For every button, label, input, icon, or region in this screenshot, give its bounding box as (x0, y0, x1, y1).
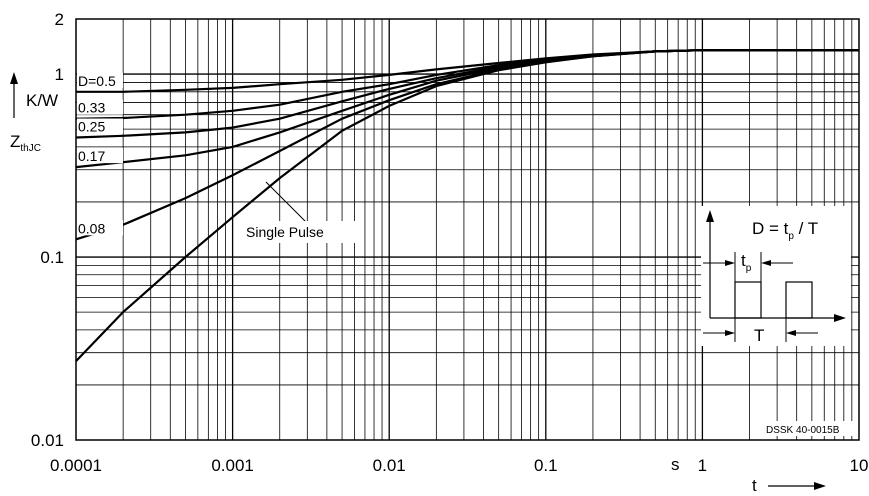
single-pulse-label: Single Pulse (246, 224, 324, 240)
series-labels: D=0.5 0.33 0.25 0.17 0.08 (77, 72, 123, 236)
y-tick-label: 1 (55, 65, 64, 84)
inset-tp-arrowhead-left (725, 260, 735, 266)
inset-formula-tail: / T (794, 219, 818, 238)
series-label: 0.33 (78, 100, 105, 116)
y-axis-label: K/W ZthJC (10, 72, 58, 154)
x-axis-arrow-head (814, 482, 826, 490)
y-tick-label: 2 (55, 10, 64, 29)
x-axis-symbol: t (752, 476, 757, 495)
inset-period-label: T (754, 326, 764, 345)
series-label-bg (77, 72, 123, 88)
x-axis-unit: s (671, 455, 680, 474)
inset-tp-sub: p (746, 263, 752, 274)
y-axis-symbol-main: Z (10, 132, 20, 151)
y-tick-label: 0.01 (31, 431, 64, 450)
series-label-bg (77, 220, 123, 236)
series-label-bg (77, 148, 123, 164)
x-tick-label: 10 (850, 456, 869, 475)
single-pulse-label-bg (240, 221, 364, 243)
curve-0-33 (75, 49, 859, 120)
inset-t-arrowhead-right (786, 330, 796, 336)
x-tick-label: 1 (698, 456, 707, 475)
inset-formula: D = tp / T (752, 219, 818, 242)
inset-y-arrow (706, 210, 714, 222)
x-tick-label: 0.0001 (50, 456, 102, 475)
curves (75, 49, 859, 362)
y-axis-unit: K/W (26, 91, 58, 110)
curve-single-pulse (75, 49, 859, 362)
inset-t-arrowhead-left (725, 330, 735, 336)
x-axis-label: s t (671, 455, 826, 495)
inset-tp-label: tp (741, 251, 752, 274)
x-tick-label: 0.1 (534, 456, 558, 475)
series-label: 0.08 (78, 220, 105, 236)
inset-x-arrow (834, 314, 846, 322)
inset-background (701, 206, 851, 346)
x-tick-label: 0.01 (373, 456, 406, 475)
curve-0-17 (75, 49, 859, 169)
inset-formula-sub: p (788, 231, 794, 242)
y-axis-arrow-head (10, 72, 18, 84)
tick-labels: 0.0001 0.001 0.01 0.1 1 10 2 1 0.1 0.01 (31, 10, 869, 475)
doc-code-bg (762, 421, 856, 436)
inset-tp-main: t (741, 251, 746, 270)
series-label: 0.25 (78, 119, 105, 135)
y-axis-symbol-sub: thJC (20, 143, 41, 154)
plot-frame (75, 18, 860, 441)
inset-tp-arrowhead-right (761, 260, 771, 266)
curve-0-25 (75, 49, 859, 139)
y-axis-symbol: ZthJC (10, 132, 41, 154)
x-tick-label: 0.001 (211, 456, 254, 475)
series-label-bg (77, 99, 123, 115)
series-label-bg (77, 118, 123, 134)
single-pulse-leader (265, 181, 309, 225)
inset-pulse-1 (734, 281, 762, 319)
y-tick-label: 0.1 (40, 248, 64, 267)
inset-formula-main: D = t (752, 219, 789, 238)
inset-pulse-2 (785, 281, 813, 319)
series-label: 0.17 (78, 148, 105, 164)
series-label: D=0.5 (78, 73, 116, 89)
doc-code: DSSK 40-0015B (766, 425, 840, 436)
duty-cycle-inset: D = tp / T tp T (701, 206, 851, 346)
